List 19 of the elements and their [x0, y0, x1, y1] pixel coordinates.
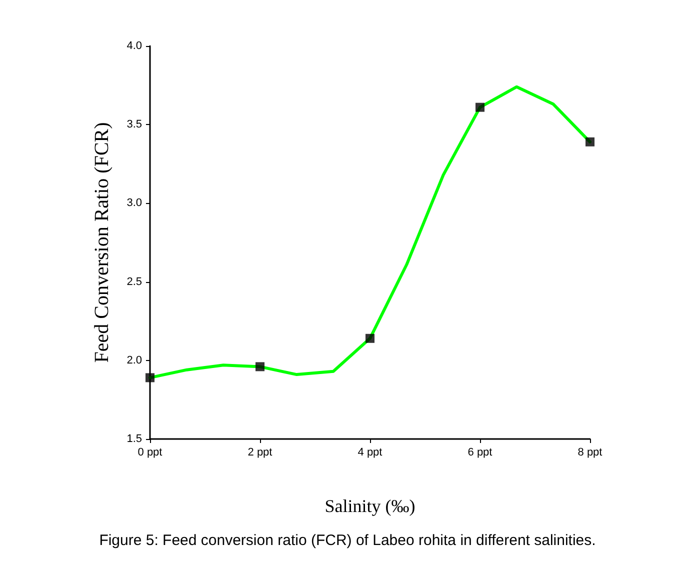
x-axis-title: Salinity (‰)	[324, 496, 416, 516]
y-tick-label: 2.0	[126, 354, 142, 366]
point	[476, 102, 484, 112]
text: Figure 5: Feed conversion ratio (FCR) of Labeo rohita in different salinities.	[99, 532, 596, 549]
x-tick-label: 0 ppt	[138, 446, 162, 458]
x-tick-label: 4 ppt	[358, 446, 382, 458]
x-tick-label: 2 ppt	[248, 446, 272, 458]
y-tick-label: 1.5	[126, 433, 142, 445]
y-tick-label: 3.5	[126, 118, 142, 131]
point	[146, 373, 154, 382]
point	[366, 334, 374, 343]
x-tick-label: 8 ppt	[578, 446, 602, 458]
y-tick-label: 2.5	[126, 276, 142, 288]
y-tick-label: 3.0	[126, 197, 142, 210]
y-tick-label: 4.0	[126, 40, 142, 52]
point	[256, 362, 264, 372]
x-tick-label: 6 ppt	[468, 446, 492, 458]
y-axis-title: Feed Conversion Ratio (FCR)	[91, 122, 113, 363]
point	[586, 137, 594, 146]
